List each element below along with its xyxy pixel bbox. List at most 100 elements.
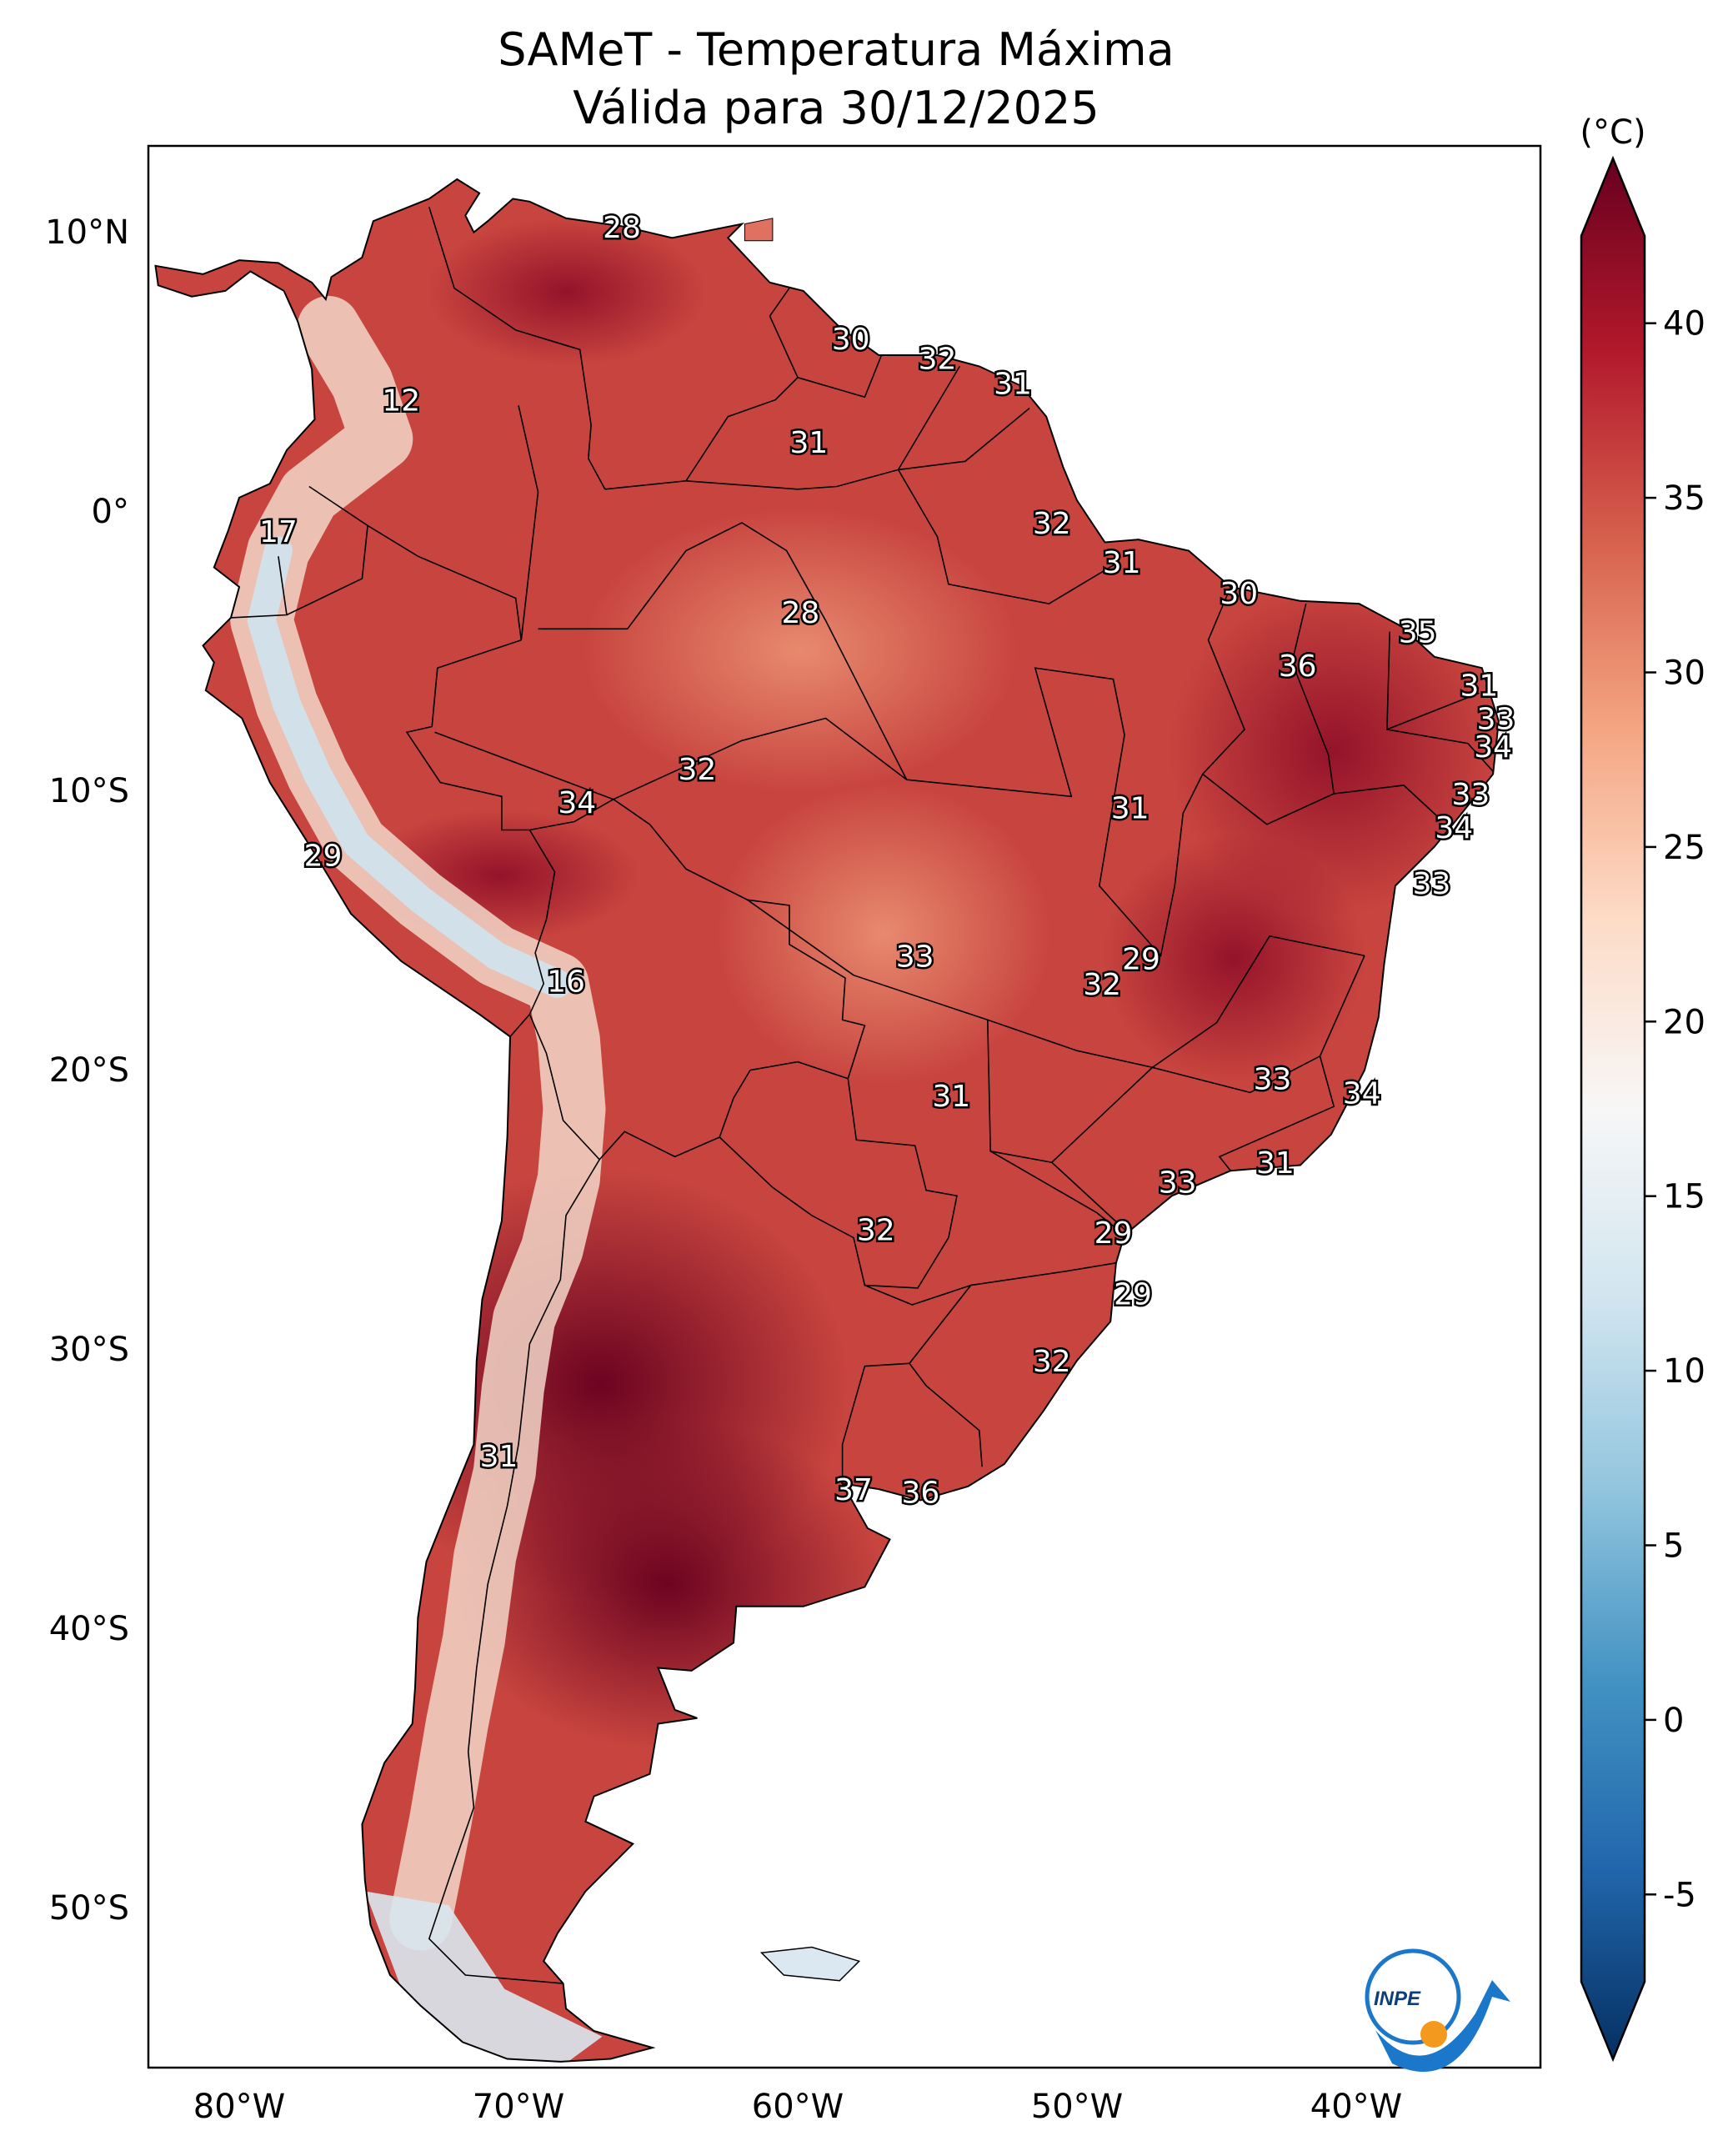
border-line <box>909 1362 983 1467</box>
border-line <box>989 1151 1125 1236</box>
colorbar-unit: (°C) <box>1580 113 1645 152</box>
temperature-label: 36 <box>1279 649 1317 684</box>
border-line <box>970 1262 1117 1286</box>
temperature-label: 17 <box>259 515 298 549</box>
temperature-label: 34 <box>558 786 596 820</box>
lat-label-30S: 30°S <box>49 1331 129 1369</box>
lat-label-20S: 20°S <box>49 1051 129 1090</box>
border-line <box>528 1014 849 1161</box>
colorbar-tick-label: 20 <box>1663 1003 1705 1041</box>
colorbar-tick-label: -5 <box>1663 1876 1696 1914</box>
colorbar-tick-label: 40 <box>1663 305 1705 343</box>
border-line <box>286 525 368 616</box>
lat-label-50S: 50°S <box>49 1889 129 1928</box>
falkland-islands <box>759 1946 861 1982</box>
latitude-axis: 10°N 0° 10°S 20°S 30°S 40°S 50°S <box>45 213 129 1928</box>
lat-label-10S: 10°S <box>49 772 129 810</box>
border-line <box>405 639 530 831</box>
colorbar-tick-label: 30 <box>1663 654 1705 693</box>
temperature-label: 31 <box>1460 669 1498 703</box>
border-line <box>987 1020 1125 1231</box>
lon-label-80W: 80°W <box>193 2088 285 2126</box>
temperature-label: 12 <box>382 384 420 419</box>
title-line-2: Válida para 30/12/2025 <box>573 82 1099 134</box>
logo-wordmark: INPE <box>1374 1988 1421 2010</box>
border-line <box>529 798 866 1079</box>
border-line <box>847 1078 958 1238</box>
border-line <box>797 354 883 399</box>
temperature-label: 32 <box>1033 1345 1071 1379</box>
colorbar-tick-label: 15 <box>1663 1178 1705 1216</box>
temperature-label: 30 <box>832 323 870 357</box>
border-line <box>428 207 606 490</box>
lat-label-0: 0° <box>92 493 129 531</box>
colorbar-tick-label: 25 <box>1663 829 1705 867</box>
temperature-label: 33 <box>1451 778 1490 812</box>
logo-sun-icon <box>1420 2021 1447 2048</box>
border-line <box>1202 603 1335 825</box>
temperature-label: 30 <box>1220 577 1258 611</box>
temperature-label: 33 <box>896 940 934 974</box>
logo-swoosh-icon <box>1375 1980 1510 2072</box>
temperature-label: 34 <box>1343 1076 1381 1111</box>
temperature-label: 29 <box>1094 1216 1133 1251</box>
temperature-label: 28 <box>603 211 641 245</box>
temperature-label: 32 <box>919 342 957 376</box>
temperature-label: 31 <box>994 368 1032 402</box>
lat-label-10N: 10°N <box>45 213 129 252</box>
temperature-label: 34 <box>1435 811 1473 845</box>
temperature-label: 33 <box>1413 867 1451 901</box>
border-line <box>428 1159 600 1984</box>
border-line <box>538 522 827 630</box>
border-line <box>308 485 523 640</box>
temperature-label: 28 <box>781 596 819 630</box>
colorbar: (°C) 40 35 30 25 20 15 10 5 0 -5 <box>1580 113 1705 2063</box>
border-line <box>719 1136 949 1289</box>
temperature-label: 31 <box>1111 792 1150 826</box>
caribbean-islands <box>744 218 774 242</box>
colorbar-ticks: 40 35 30 25 20 15 10 5 0 -5 <box>1645 305 1705 1914</box>
border-line <box>1218 1055 1335 1171</box>
colorbar-tick-label: 5 <box>1663 1527 1684 1566</box>
temperature-label: 36 <box>901 1477 939 1511</box>
patagonia-cold <box>364 1891 603 2062</box>
temperature-label: 31 <box>480 1440 518 1474</box>
temperature-label: 31 <box>789 426 828 460</box>
border-line <box>685 407 1030 490</box>
colorbar-tick-label: 10 <box>1663 1352 1705 1391</box>
border-line <box>613 717 908 800</box>
temperature-label: 32 <box>1083 968 1121 1002</box>
lon-label-70W: 70°W <box>473 2088 564 2126</box>
border-line <box>434 731 614 800</box>
border-line <box>897 469 1119 604</box>
border-line <box>1334 785 1441 820</box>
temperature-label: 33 <box>1254 1063 1292 1097</box>
temperature-label: 29 <box>304 840 343 874</box>
title-line-1: SAMeT - Temperatura Máxima <box>498 23 1174 76</box>
lon-label-60W: 60°W <box>752 2088 844 2126</box>
temperature-label: 34 <box>1474 730 1512 765</box>
lon-label-40W: 40°W <box>1310 2088 1402 2126</box>
lon-label-50W: 50°W <box>1031 2088 1123 2126</box>
border-line <box>897 365 960 470</box>
border-line <box>1386 729 1494 772</box>
logo-orbit-icon <box>1365 1948 1461 2045</box>
temperature-label: 16 <box>547 965 585 999</box>
border-line <box>1152 955 1365 1094</box>
colorbar-tick-label: 35 <box>1663 479 1705 518</box>
temperature-label: 29 <box>1114 1278 1152 1312</box>
political-borders <box>230 207 1494 1984</box>
temperature-label: 31 <box>1256 1146 1295 1181</box>
andes-cold-core <box>247 536 572 998</box>
temperature-label: 33 <box>1477 703 1515 737</box>
border-line <box>518 405 539 640</box>
temperature-label: 33 <box>1159 1166 1197 1201</box>
temperature-label: 32 <box>678 753 716 787</box>
temperature-label: 32 <box>857 1214 895 1248</box>
colorbar-tick-label: 0 <box>1663 1702 1684 1740</box>
coastline <box>154 178 1500 2063</box>
temperature-label: 35 <box>1399 616 1437 650</box>
inpe-logo: INPE <box>1365 1948 1510 2072</box>
